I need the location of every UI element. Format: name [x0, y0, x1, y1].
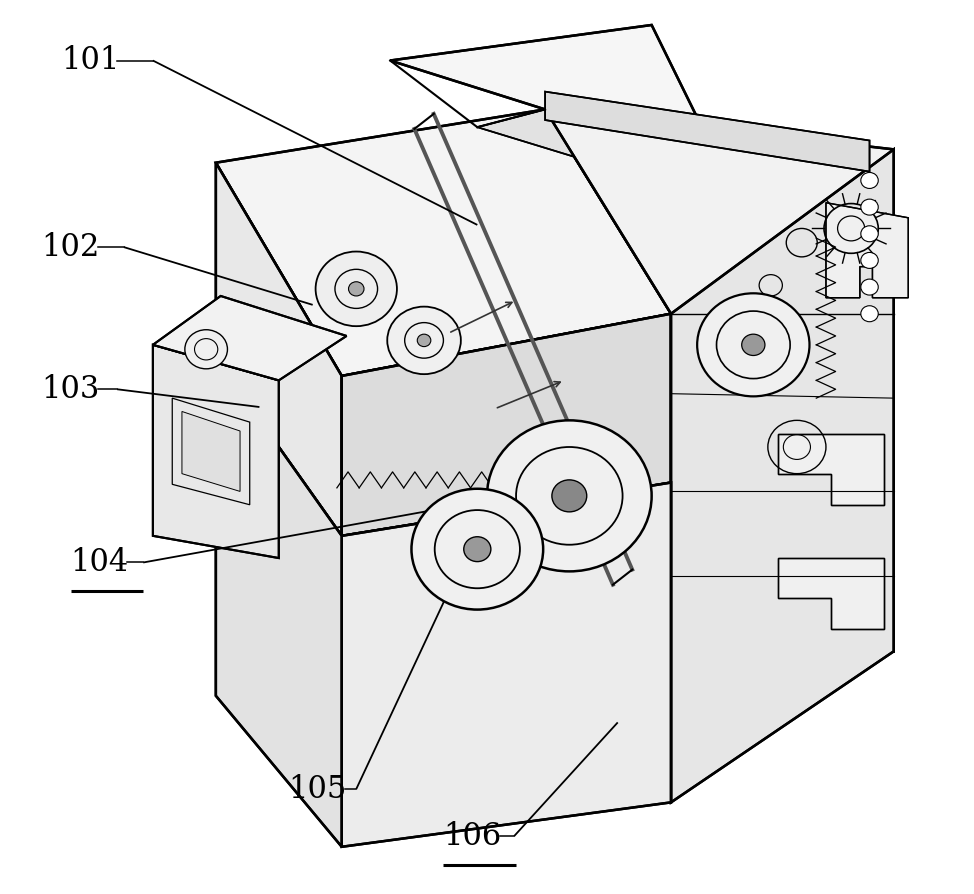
Circle shape [411, 489, 543, 610]
Polygon shape [545, 109, 894, 652]
Circle shape [552, 480, 586, 512]
Text: 103: 103 [42, 374, 100, 405]
Circle shape [185, 330, 228, 369]
Polygon shape [153, 345, 279, 558]
Polygon shape [777, 558, 884, 629]
Polygon shape [216, 358, 342, 847]
Circle shape [741, 334, 765, 356]
Circle shape [861, 252, 879, 268]
Circle shape [388, 307, 461, 375]
Circle shape [861, 199, 879, 215]
Polygon shape [153, 296, 347, 380]
Polygon shape [671, 149, 894, 803]
Polygon shape [182, 411, 240, 492]
Polygon shape [342, 314, 671, 536]
Circle shape [697, 293, 809, 396]
Text: 101: 101 [61, 45, 119, 76]
Polygon shape [216, 109, 671, 375]
Circle shape [861, 173, 879, 189]
Polygon shape [477, 109, 720, 181]
Polygon shape [777, 434, 884, 505]
Circle shape [861, 306, 879, 322]
Circle shape [861, 279, 879, 295]
Circle shape [316, 251, 397, 326]
Circle shape [417, 334, 431, 347]
Circle shape [464, 536, 491, 561]
Text: 105: 105 [288, 773, 347, 805]
Polygon shape [826, 203, 909, 298]
Text: 106: 106 [443, 821, 502, 852]
Text: 102: 102 [42, 232, 100, 263]
Circle shape [349, 282, 364, 296]
Polygon shape [391, 25, 720, 163]
Circle shape [487, 420, 652, 571]
Polygon shape [545, 91, 870, 172]
Text: 104: 104 [70, 547, 129, 578]
Circle shape [861, 226, 879, 241]
Polygon shape [342, 483, 671, 847]
Polygon shape [216, 163, 342, 536]
